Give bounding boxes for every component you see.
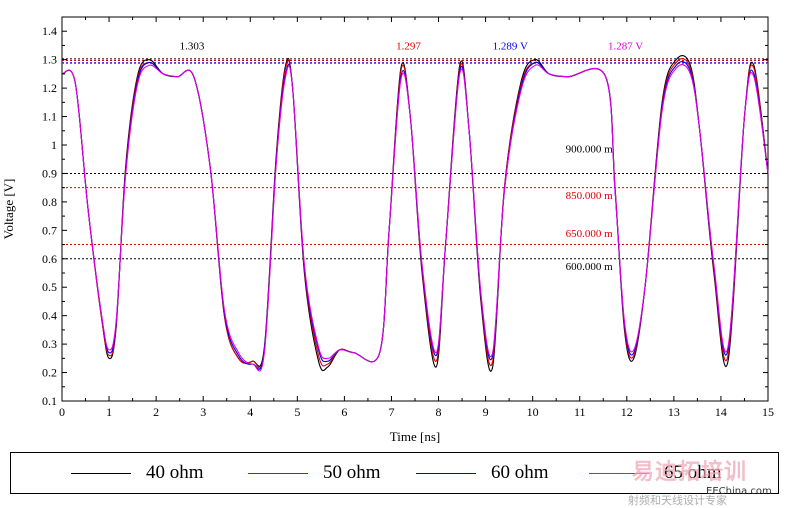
legend-label-60-ohm: 60 ohm — [491, 462, 549, 483]
legend-label-40-ohm: 40 ohm — [146, 462, 204, 483]
y-tick-label: 1.3 — [42, 53, 57, 67]
x-tick-label: 5 — [294, 405, 300, 419]
y-tick-label: 0.3 — [42, 337, 57, 351]
y-tick-label: 1.1 — [42, 110, 57, 124]
y-tick-label: 1.4 — [42, 24, 57, 38]
y-tick-label: 0.6 — [42, 252, 57, 266]
y-tick-label: 0.5 — [42, 280, 57, 294]
annotation-label: 850.000 m — [566, 190, 614, 202]
y-tick-label: 1.2 — [42, 81, 57, 95]
y-tick-label: 0.2 — [42, 366, 57, 380]
x-tick-label: 3 — [200, 405, 206, 419]
x-tick-label: 1 — [106, 405, 112, 419]
legend-label-65-ohm: 65 ohm — [664, 462, 722, 483]
annotation-label: 1.297 — [396, 40, 421, 52]
x-tick-label: 10 — [527, 405, 539, 419]
series-layer — [61, 55, 769, 372]
x-tick-label: 15 — [762, 405, 774, 419]
legend-swatch-50-ohm — [248, 473, 308, 474]
annotation-label: 1.287 V — [608, 40, 643, 52]
x-tick-label: 14 — [715, 405, 727, 419]
plot-area — [61, 16, 769, 402]
watermark-subtitle: 射频和天线设计专家 — [628, 494, 727, 507]
x-tick-label: 12 — [621, 405, 633, 419]
y-axis-label: Voltage [V] — [1, 179, 16, 240]
x-axis-label: Time [ns] — [390, 429, 440, 444]
y-axis-ticks: 0.1 0.2 0.3 0.4 0.5 0.6 0.7 0.8 0.9 1 1.1 1.2 1.3 1.4 — [42, 24, 768, 408]
x-tick-label: 8 — [436, 405, 442, 419]
annotations: 1.303 1.297 1.289 V 1.287 V 900.000 m 850.000… — [180, 40, 644, 272]
legend-label-50-ohm: 50 ohm — [323, 462, 381, 483]
y-tick-label: 0.4 — [42, 309, 57, 323]
x-tick-label: 7 — [388, 405, 394, 419]
annotation-label: 1.303 — [180, 40, 205, 52]
annotation-label: 1.289 V — [493, 40, 528, 52]
x-tick-label: 4 — [247, 405, 253, 419]
voltage-time-chart: 0 1 2 3 4 5 6 7 8 9 10 11 12 13 14 15 0.10.20.30.40.50.… — [1, 16, 774, 444]
y-tick-label: 0.1 — [42, 394, 57, 408]
series-line-65-ohm — [61, 63, 769, 372]
legend: 40 ohm 50 ohm 60 ohm 65 ohm — [10, 452, 779, 494]
y-tick-label: 1 — [51, 138, 57, 152]
y-tick-label: 0.9 — [42, 166, 57, 180]
y-tick-label: 0.7 — [42, 223, 57, 237]
annotation-label: 650.000 m — [566, 228, 614, 240]
x-axis-ticks: 0 1 2 3 4 5 6 7 8 9 10 11 12 13 14 15 — [59, 17, 774, 419]
y-tick-label: 0.8 — [42, 195, 57, 209]
annotation-label: 600.000 m — [566, 261, 614, 273]
x-tick-label: 0 — [59, 405, 65, 419]
legend-swatch-60-ohm — [416, 473, 476, 474]
x-tick-label: 6 — [341, 405, 347, 419]
x-tick-label: 9 — [483, 405, 489, 419]
x-tick-label: 11 — [574, 405, 586, 419]
legend-swatch-40-ohm — [71, 473, 131, 474]
x-tick-label: 13 — [668, 405, 680, 419]
x-tick-label: 2 — [153, 405, 159, 419]
annotation-label: 900.000 m — [566, 143, 614, 155]
legend-swatch-65-ohm — [589, 473, 649, 474]
